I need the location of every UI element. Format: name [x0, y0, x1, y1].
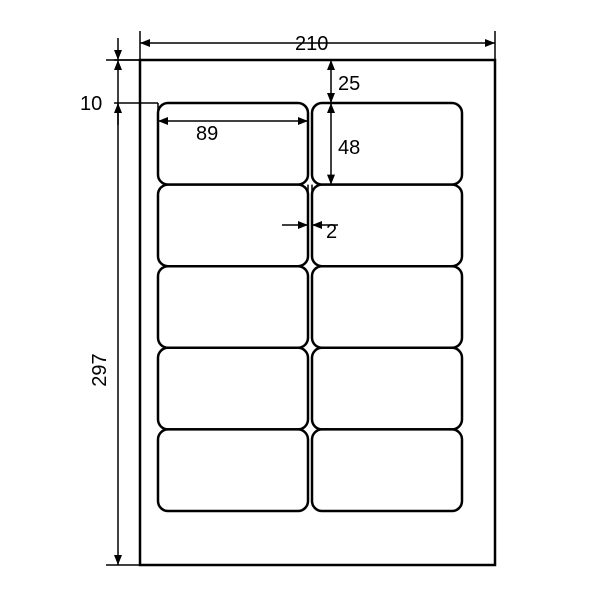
svg-text:10: 10: [80, 93, 102, 115]
svg-text:25: 25: [338, 73, 360, 95]
svg-text:297: 297: [89, 353, 111, 386]
svg-text:89: 89: [196, 123, 218, 145]
svg-text:2: 2: [326, 221, 337, 243]
label-sheet-diagram: 210 10 297 25 48 89 2: [0, 0, 600, 600]
svg-text:210: 210: [295, 33, 328, 55]
svg-text:48: 48: [338, 137, 360, 159]
